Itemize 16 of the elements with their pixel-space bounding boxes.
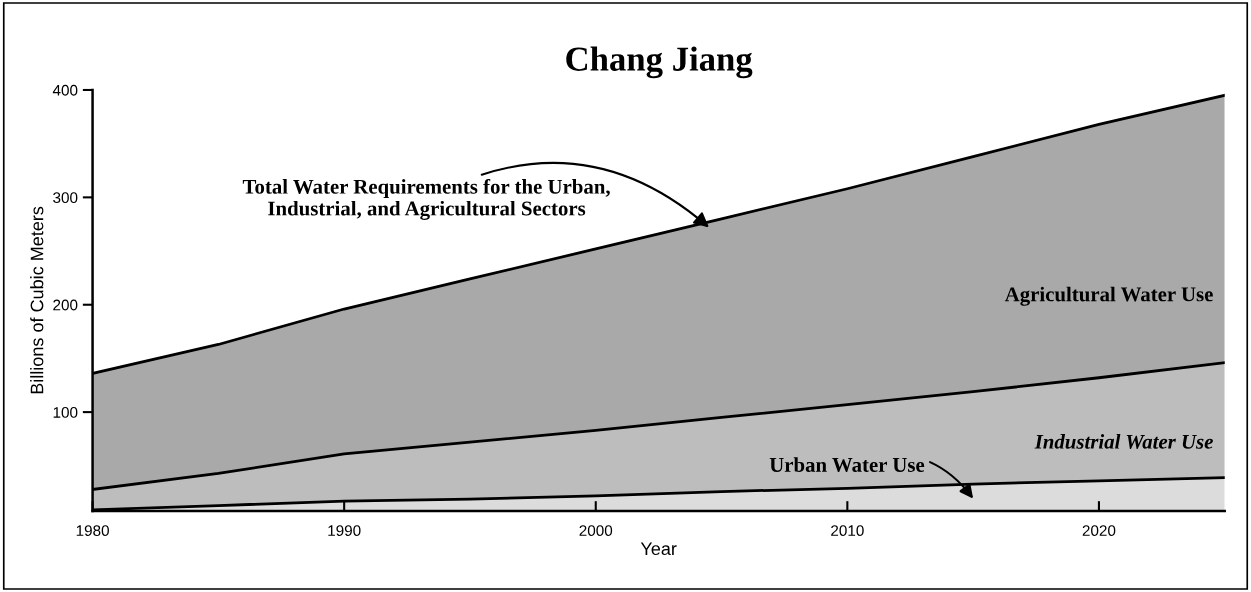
series-label: Agricultural Water Use	[1004, 286, 1213, 306]
x-tick-label: 2000	[579, 525, 613, 537]
y-tick-label: 100	[53, 406, 78, 418]
x-tick-label: 1980	[76, 525, 109, 537]
y-tick-label: 200	[53, 299, 78, 311]
x-tick-label: 2020	[1082, 525, 1116, 537]
x-tick-label: 2010	[831, 525, 864, 537]
series-label: Urban Water Use	[769, 457, 925, 473]
x-axis-title: Year	[640, 542, 677, 556]
x-tick-label: 1990	[328, 525, 361, 537]
y-axis-title: Billions of Cubic Meters	[30, 206, 44, 394]
y-tick-label: 300	[53, 192, 78, 204]
series-label: Industrial Water Use	[1034, 434, 1213, 449]
chart-title: Chang Jiang	[566, 46, 753, 79]
annotation: Total Water Requirements for the Urban, Industrial, and Agricultural Sectors	[242, 178, 610, 220]
y-tick-label: 400	[52, 84, 78, 96]
